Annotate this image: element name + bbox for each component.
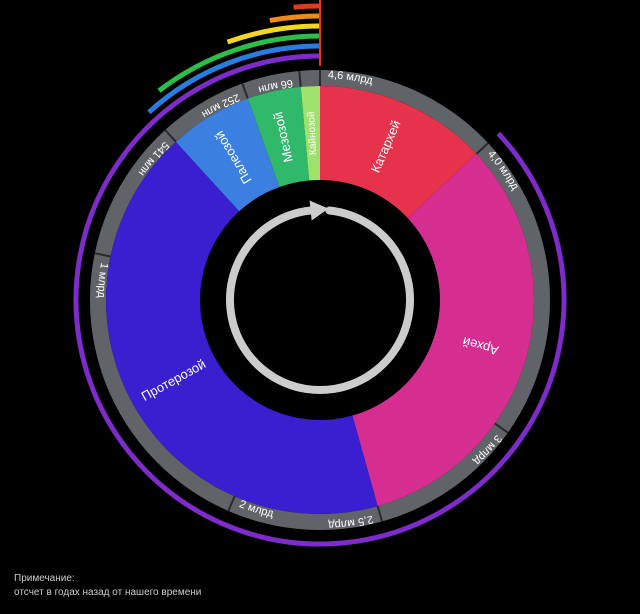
footnote: Примечание: отсчет в годах назад от наше… — [14, 572, 201, 600]
footnote-line1: Примечание: — [14, 572, 201, 586]
footnote-line2: отсчет в годах назад от нашего времени — [14, 586, 201, 600]
geologic-clock-chart: 4,6 млрд4,0 млрд3 млрд2,5 млрд2 млрд1 мл… — [0, 0, 640, 614]
outer-arc — [270, 16, 320, 20]
eon-label: Кайнозой — [306, 111, 319, 155]
center-disc — [220, 200, 420, 400]
outer-arc — [294, 6, 320, 7]
